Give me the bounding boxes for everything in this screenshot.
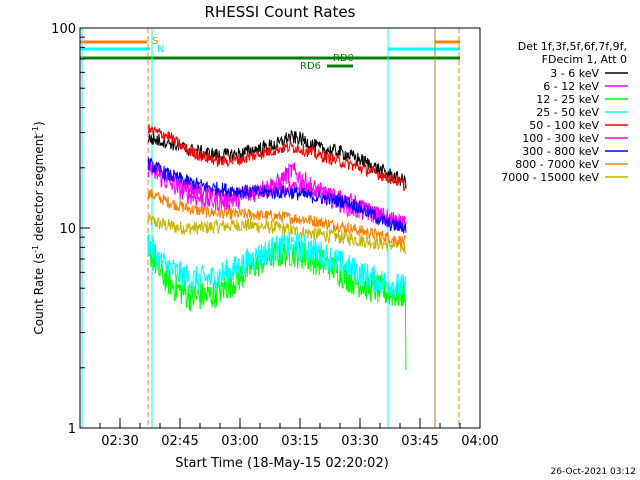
x-tick-label-4: 03:30	[341, 434, 378, 449]
chart-title: RHESSI Count Rates	[205, 3, 356, 21]
legend-label-0: 3 - 6 keV	[550, 67, 599, 80]
series-trace-4	[147, 124, 407, 192]
annotation-rd6: RD6	[300, 61, 321, 72]
y-tick-label-0: 1	[68, 422, 76, 437]
plot-series	[147, 124, 407, 371]
legend-label-8: 7000 - 15000 keV	[501, 171, 599, 184]
plot-timestamp: 26-Oct-2021 03:12	[551, 467, 636, 477]
annotation-rd0: RD0	[333, 53, 354, 64]
annotation-s: S	[152, 36, 158, 47]
y-tick-label-1: 10	[59, 222, 76, 237]
series-trace-1	[147, 161, 407, 231]
series-trace-8	[147, 213, 407, 255]
legend-label-5: 100 - 300 keV	[522, 132, 599, 145]
x-axis-label: Start Time (18-May-15 02:20:02)	[175, 456, 389, 471]
series-trace-6	[147, 157, 407, 234]
y-axis-ticks: 1 10 100	[51, 22, 90, 437]
legend-label-3: 25 - 50 keV	[536, 106, 599, 119]
overlay-lines	[80, 28, 460, 428]
series-trace-7	[147, 188, 407, 248]
legend-header-line-2: FDecim 1, Att 0	[542, 53, 627, 66]
legend-label-2: 12 - 25 keV	[536, 93, 599, 106]
y-tick-label-2: 100	[51, 22, 76, 37]
x-tick-label-6: 04:00	[461, 434, 498, 449]
x-tick-label-5: 03:45	[401, 434, 438, 449]
x-tick-label-3: 03:15	[281, 434, 318, 449]
legend-label-7: 800 - 7000 keV	[515, 158, 599, 171]
series-trace-5	[147, 157, 407, 231]
x-axis-ticks: 02:30 02:45 03:00 03:15 03:30 03:45 04:00	[79, 418, 499, 449]
x-tick-label-1: 02:45	[161, 434, 198, 449]
legend-header-line-1: Det 1f,3f,5f,6f,7f,9f,	[518, 40, 627, 53]
legend-label-1: 6 - 12 keV	[543, 80, 599, 93]
y-axis-label: Count Rate (s-1 detector segment-1)	[31, 121, 46, 334]
legend-label-6: 300 - 800 keV	[522, 145, 599, 158]
annotation-n: N	[157, 44, 164, 55]
x-tick-label-2: 03:00	[221, 434, 258, 449]
x-tick-label-0: 02:30	[101, 434, 138, 449]
series-trace-3	[147, 231, 407, 299]
legend-label-4: 50 - 100 keV	[529, 119, 599, 132]
